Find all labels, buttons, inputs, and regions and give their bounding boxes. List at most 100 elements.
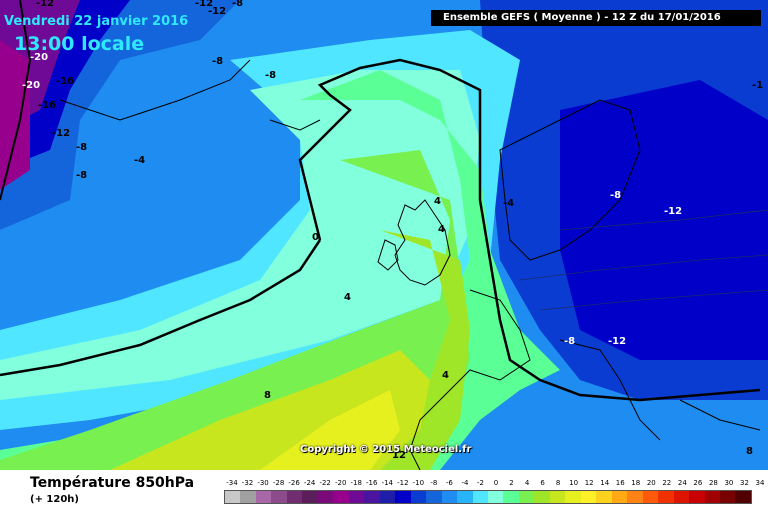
legend-swatch [611,491,628,503]
legend-tick-label: -34 [226,479,238,487]
legend-swatch [549,491,566,503]
legend-tick-label: 28 [708,479,718,487]
legend-tick-label: 30 [724,479,734,487]
isoline-label: 0 [312,232,319,243]
legend-swatch [317,491,334,503]
legend-swatch [348,491,365,503]
isoline-label: -12 [195,0,214,9]
legend-tick-labels: -34 -32 -30 -28 -26 -24 -22 -20 -18 -16 -14 -12 -10-… [224,479,764,489]
temperature-map [0,0,768,470]
isoline-label: 4 [434,196,441,207]
legend-tick-label: 8 [555,479,561,487]
legend-swatch [271,491,287,503]
legend-tick-label: 22 [662,479,672,487]
legend-swatch [735,491,751,503]
isoline-label: -16 [56,76,75,87]
legend-tick-label: 6 [540,479,545,487]
isoline-label: 4 [438,224,445,235]
legend-tick-label: -12 [397,479,409,487]
greenland-core [0,40,30,190]
isoline-label: -12 [608,336,627,347]
isoline-label: -8 [76,170,88,181]
legend-tick-label: -10 [412,479,425,487]
isoline-label: -12 [664,206,683,217]
isoline-label: -12 [36,0,55,9]
field-title: Température 850hPa [30,475,195,491]
minus-twenty-isotherm [0,0,32,201]
legend-tick-label: -22 [319,479,331,487]
legend-swatch [333,491,349,503]
legend-tick-label: -20 [334,479,347,487]
isoline-label: -4 [503,198,515,209]
copyright-notice: Copyright © 2015 Meteociel.fr [300,444,472,455]
legend-tick-label: -8 [430,479,438,487]
legend-swatch [302,491,318,503]
lead-time: (+ 120h) [30,494,79,505]
isoline-label: 8 [264,390,271,401]
isoline-label: -8 [564,336,576,347]
legend-tick-label: -2 [476,479,484,487]
isoline-label: -1 [752,80,764,91]
legend-tick-label: 10 [569,479,579,487]
isoline-label: -12 [208,6,227,17]
isoline-label: 8 [746,446,753,457]
isoline-label: 4 [344,292,351,303]
legend-swatch [457,491,473,503]
isoline-label: -4 [134,155,146,166]
warm-yellow-region [260,390,400,470]
legend-swatch [441,491,458,503]
legend-tick-label: 34 [755,479,765,487]
model-run-label: Ensemble GEFS ( Moyenne ) - 12 Z du 17/0… [431,10,761,26]
legend-swatch [410,491,427,503]
legend-tick-label: 32 [740,479,749,487]
legend-tick-label: 26 [693,479,703,487]
legend-swatch [487,491,504,503]
zero-isotherm-west [0,239,322,377]
legend-tick-label: 2 [509,479,514,487]
legend-swatch [472,491,488,503]
isoline-label: -20 [30,52,49,63]
map-canvas [0,0,768,470]
legend-swatch [720,491,736,503]
isoline-label: -8 [610,190,622,201]
legend-tick-label: 0 [493,479,499,487]
near-zero-band [0,70,480,400]
legend-swatch [580,491,597,503]
legend-swatch [286,491,303,503]
legend-swatch [518,491,535,503]
legend-tick-label: -24 [303,479,316,487]
legend-tick-label: 24 [677,479,687,487]
isoline-label: -8 [76,142,88,153]
scandinavia-coast [499,99,641,261]
isoline-label: -8 [265,70,277,81]
isoline-label: -20 [22,80,41,91]
legend-tick-label: -6 [445,479,453,487]
isoline-label: -8 [212,56,224,67]
legend-swatch [240,491,256,503]
legend-swatch [658,491,674,503]
legend-tick-label: 18 [631,479,641,487]
isoline-label: -16 [38,100,57,111]
legend-tick-label: -30 [257,479,269,487]
forecast-date: Vendredi 22 janvier 2016 [4,14,189,29]
legend-swatch [673,491,690,503]
legend-tick-label: -18 [350,479,362,487]
east-coldest-region [560,80,768,360]
forecast-time: 13:00 locale [14,33,145,55]
legend-swatch [704,491,720,503]
legend-footer: Température 850hPa (+ 120h) -34 -32 -30 -28… [0,470,768,512]
legend-swatch [642,491,659,503]
legend-swatch [503,491,519,503]
legend-tick-label: -16 [366,479,378,487]
legend-swatch [565,491,581,503]
greenland-iceland-coast [59,59,321,131]
legend-swatch [225,491,241,503]
legend-tick-label: -4 [461,479,469,487]
color-scale-bar [224,490,752,504]
isoline-label: -12 [52,128,71,139]
legend-tick-label: 4 [524,479,530,487]
legend-tick-label: -28 [272,479,285,487]
legend-tick-label: 12 [584,479,594,487]
legend-swatch [379,491,396,503]
